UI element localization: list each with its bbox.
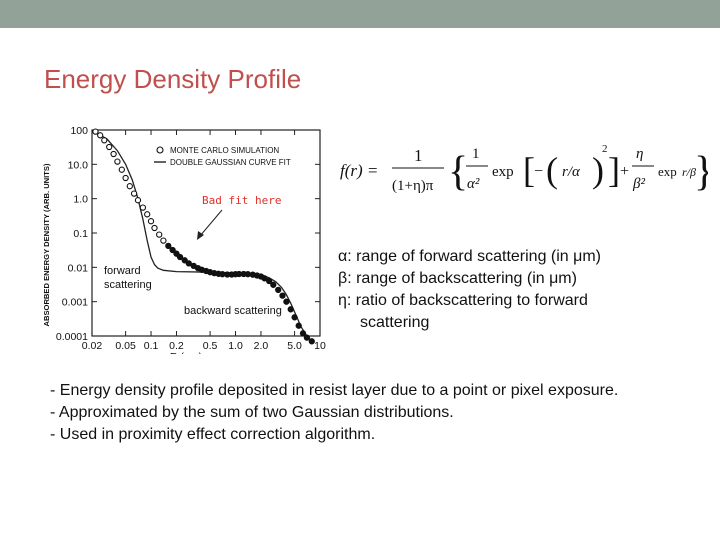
data-point-monte-carlo [303, 334, 311, 341]
x-axis-label: R (μm) [170, 351, 202, 354]
parameter-definitions: α: range of forward scattering (in μm) β… [338, 246, 601, 334]
bullet-item: - Used in proximity effect correction al… [50, 426, 376, 443]
y-tick-label: 0.0001 [56, 331, 88, 343]
formula-lhs: f(r) = [340, 161, 378, 180]
y-tick-label: 10.0 [68, 159, 89, 171]
annotation-arrow-head [197, 231, 204, 240]
data-point-monte-carlo [169, 246, 176, 254]
term1-paren-open: ( [546, 150, 558, 190]
data-point-monte-carlo [299, 330, 307, 337]
formula-denominator: (1+η)π [392, 178, 434, 194]
x-tick-label: 0.2 [169, 340, 184, 352]
data-point-monte-carlo [130, 190, 138, 197]
y-tick-label: 100 [70, 125, 88, 137]
data-point-monte-carlo [291, 314, 298, 321]
top-accent-bar [0, 0, 720, 28]
x-tick-label: 0.1 [144, 340, 159, 352]
term1-bracket-close: ] [608, 150, 620, 190]
y-axis-label: ABSORBED ENERGY DENSITY (ARB. UNITS) [42, 163, 51, 326]
data-point-monte-carlo [283, 298, 290, 305]
term2-coef-den: β² [632, 176, 645, 192]
data-point-monte-carlo [160, 237, 167, 244]
data-point-monte-carlo [265, 277, 273, 285]
term1-coef-den: α² [467, 176, 480, 192]
data-point-monte-carlo [185, 260, 192, 267]
data-point-monte-carlo [308, 338, 315, 345]
data-point-monte-carlo [156, 231, 163, 238]
x-tick-label: 5.0 [287, 340, 302, 352]
annotation-forward-scattering-line1: forward [104, 265, 141, 277]
term1-exp: exp [492, 164, 514, 180]
y-tick-label: 0.01 [68, 262, 89, 274]
definition-eta-continued: scattering [360, 314, 430, 331]
data-point-monte-carlo [181, 257, 188, 264]
data-point-monte-carlo [110, 150, 117, 158]
term2-coef-num: η [636, 146, 643, 162]
x-tick-label: 1.0 [228, 340, 243, 352]
bullet-item: - Energy density profile deposited in re… [50, 382, 619, 399]
data-point-monte-carlo [106, 143, 113, 151]
term2-arg: r/β [682, 165, 696, 179]
data-point-monte-carlo [92, 128, 99, 135]
formula-left-brace: { [448, 149, 468, 195]
data-point-monte-carlo [165, 242, 172, 250]
x-tick-label: 0.02 [82, 340, 103, 352]
definition-alpha: α: range of forward scattering (in μm) [338, 248, 602, 265]
data-point-monte-carlo [144, 211, 151, 218]
bullet-item: - Approximated by the sum of two Gaussia… [50, 404, 454, 421]
annotation-forward-scattering-line2: scattering [104, 279, 152, 291]
x-tick-label: 2.0 [254, 340, 269, 352]
y-tick-label: 1.0 [73, 194, 88, 206]
term1-minus: − [534, 163, 543, 180]
annotation-arrow-line [199, 209, 223, 237]
formula-plus: + [620, 163, 629, 180]
formula-numerator: 1 [414, 146, 423, 165]
term1-arg: r/α [562, 164, 581, 180]
formula-svg: f(r) = 1 (1+η)π { 1 α² exp [ − ( r/α ) 2… [340, 143, 714, 195]
y-tick-label: 0.1 [73, 228, 88, 240]
series-line-double-gaussian-fit [91, 130, 313, 342]
slide-title: Energy Density Profile [44, 64, 302, 94]
term2-exp: exp [658, 164, 677, 179]
data-point-monte-carlo [275, 286, 282, 294]
energy-density-chart: 100 10.0 1.0 0.1 0.01 0.001 0.0001 0.02 0.05 0.1 0… [40, 118, 330, 354]
data-point-monte-carlo [270, 281, 277, 288]
data-point-monte-carlo [147, 218, 155, 225]
data-point-monte-carlo [97, 132, 104, 139]
data-point-monte-carlo [261, 275, 268, 282]
legend-marker-monte-carlo [156, 146, 164, 154]
term1-paren-close: ) [592, 150, 604, 190]
formula: f(r) = 1 (1+η)π { 1 α² exp [ − ( r/α ) 2… [336, 130, 714, 210]
data-point-monte-carlo [126, 183, 133, 190]
bullet-list: - Energy density profile deposited in re… [50, 380, 618, 446]
data-point-monte-carlo [114, 158, 121, 165]
data-point-monte-carlo [176, 253, 184, 261]
legend-label-monte-carlo: MONTE CARLO SIMULATION [170, 146, 279, 155]
data-point-monte-carlo [122, 174, 129, 182]
y-tick-label: 0.001 [62, 297, 88, 309]
formula-right-brace: } [694, 149, 708, 195]
data-point-monte-carlo [151, 224, 158, 232]
term1-coef-num: 1 [472, 146, 480, 162]
data-point-monte-carlo [279, 292, 286, 299]
data-point-monte-carlo [134, 197, 142, 204]
data-point-monte-carlo [118, 166, 125, 173]
data-point-monte-carlo [287, 306, 294, 313]
annotation-bad-fit: Bad fit here [202, 194, 281, 207]
definition-eta: η: ratio of backscattering to forward [338, 292, 588, 309]
legend-label-fit: DOUBLE GAUSSIAN CURVE FIT [170, 158, 291, 167]
term1-bracket-open: [ [523, 150, 535, 190]
term1-square: 2 [602, 143, 608, 155]
x-tick-label: 0.5 [203, 340, 218, 352]
x-tick-label: 0.05 [115, 340, 136, 352]
data-point-monte-carlo [295, 322, 302, 329]
data-point-monte-carlo [139, 204, 147, 211]
definition-beta: β: range of backscattering (in μm) [338, 270, 577, 287]
x-tick-label: 10 [314, 340, 326, 352]
annotation-backward-scattering: backward scattering [184, 305, 282, 317]
data-point-monte-carlo [101, 137, 108, 144]
